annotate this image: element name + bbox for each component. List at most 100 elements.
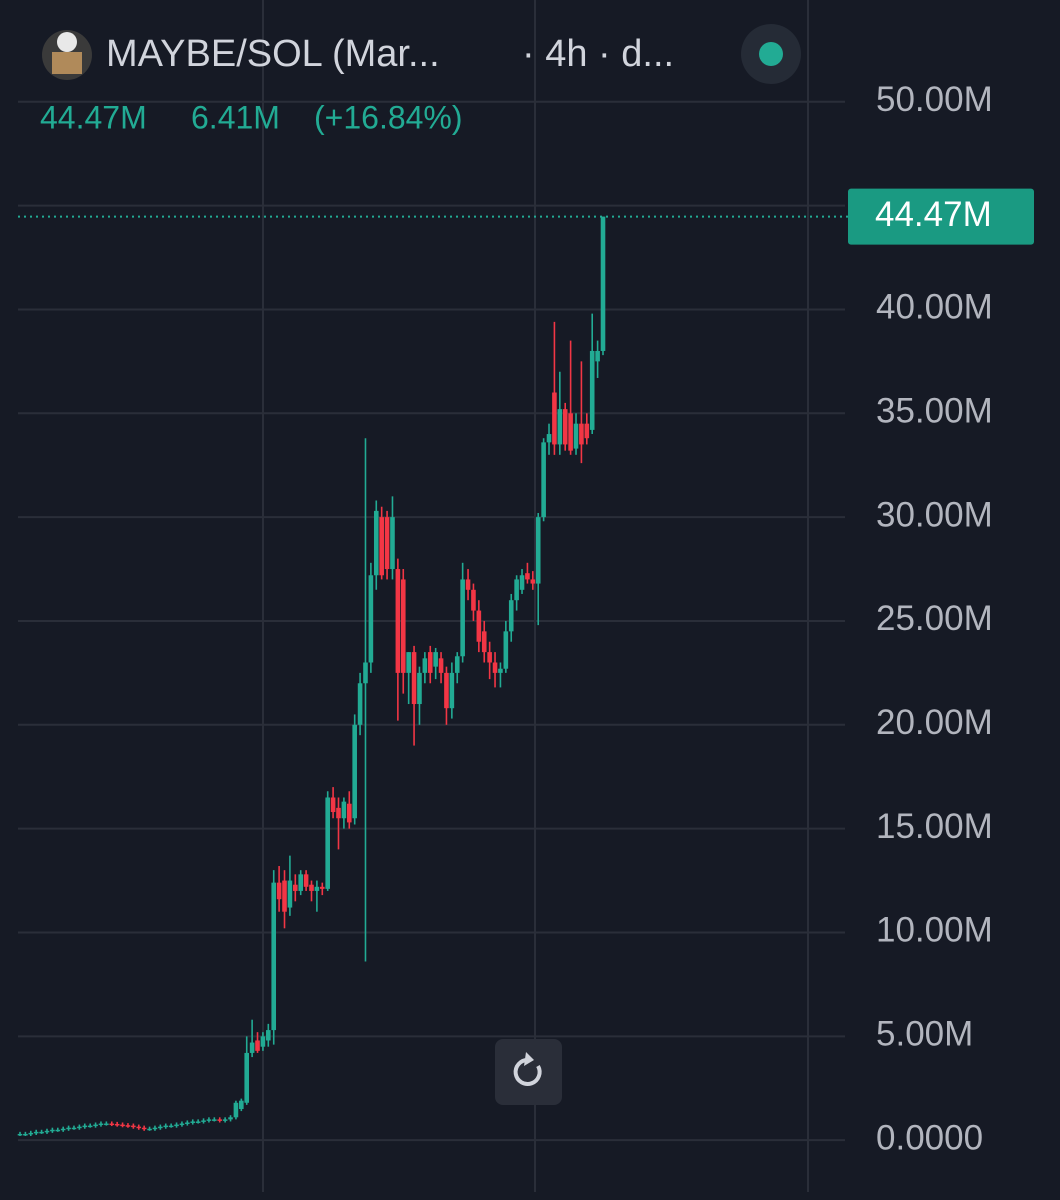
candle-body: [33, 1131, 39, 1134]
candle-body: [77, 1126, 82, 1129]
candle-body: [276, 882, 282, 900]
y-tick-label: 5.00M: [876, 1015, 973, 1054]
reset-button[interactable]: [495, 1039, 562, 1105]
candle-body: [417, 672, 422, 705]
candle-body: [546, 434, 552, 443]
grid: [18, 100, 845, 1142]
candle-body: [293, 884, 298, 891]
candles: [17, 216, 606, 1137]
status-dot: [759, 42, 783, 66]
candle-body: [492, 662, 498, 673]
candle-body: [282, 880, 287, 912]
candle-body: [384, 517, 390, 570]
candle-body: [460, 579, 465, 657]
candle-body: [125, 1125, 131, 1127]
candle-body: [346, 803, 352, 823]
candle-body: [368, 575, 374, 663]
candle-body: [562, 409, 568, 445]
candle-body: [309, 884, 314, 891]
candle-body: [525, 573, 530, 580]
candle-body: [71, 1127, 77, 1130]
candle-body: [266, 1030, 271, 1041]
candle-body: [498, 668, 503, 673]
candle-body: [239, 1100, 244, 1110]
y-tick-label: 50.00M: [876, 80, 993, 119]
reset-icon: [513, 1057, 542, 1086]
candle-body: [287, 880, 293, 908]
candle-body: [422, 658, 428, 673]
candle-body: [44, 1130, 50, 1133]
candle-body: [476, 610, 482, 642]
candle-body: [201, 1120, 206, 1122]
candle-body: [395, 569, 401, 673]
candle-body: [487, 652, 492, 663]
y-tick-label: 15.00M: [876, 807, 993, 846]
candle-body: [17, 1133, 23, 1136]
candle-body: [168, 1125, 174, 1128]
candle-body: [179, 1123, 185, 1126]
candle-body: [195, 1121, 201, 1123]
y-tick-label: 20.00M: [876, 703, 993, 742]
candle-body: [406, 652, 411, 673]
candle-body: [552, 392, 557, 445]
candle-body: [152, 1127, 158, 1130]
candle-body: [584, 423, 590, 439]
candle-body: [390, 517, 395, 570]
candle-body: [249, 1042, 255, 1053]
candle-body: [427, 652, 433, 673]
candle-body: [87, 1125, 93, 1128]
candle-body: [120, 1124, 125, 1127]
y-tick-label: 25.00M: [876, 599, 993, 638]
candle-body: [244, 1052, 250, 1103]
candle-body: [400, 579, 406, 673]
candle-body: [600, 216, 606, 351]
interval: · 4h · d...: [522, 33, 674, 75]
candle-body: [114, 1123, 120, 1126]
candle-body: [363, 662, 368, 684]
reset-arrow: [524, 1052, 534, 1066]
candle-body: [514, 579, 519, 601]
candle-body: [325, 797, 330, 889]
candle-body: [319, 886, 325, 889]
last-price-badge: [848, 188, 1034, 245]
candle-body: [433, 652, 438, 667]
candle-body: [341, 801, 347, 819]
y-tick-label: 40.00M: [876, 288, 993, 327]
stat-change: 6.41M: [191, 99, 280, 135]
candle-body: [60, 1128, 66, 1131]
candle-body: [541, 442, 546, 518]
candle-body: [109, 1123, 115, 1126]
candle-body: [228, 1117, 233, 1120]
candle-body: [557, 409, 563, 445]
candle-body: [233, 1102, 239, 1118]
candle-body: [481, 631, 487, 653]
candle-body: [190, 1121, 196, 1123]
y-tick-label: 0.0000: [876, 1118, 983, 1157]
candle-body: [39, 1131, 44, 1134]
candle-body: [519, 575, 525, 590]
y-tick-label: 30.00M: [876, 495, 993, 534]
candle-body: [82, 1125, 88, 1128]
candle-body: [535, 517, 541, 584]
symbol: MAYBE/SOL (Mar...: [106, 33, 440, 75]
candle-body: [471, 589, 476, 611]
candle-body: [357, 683, 363, 725]
y-tick-label: 35.00M: [876, 392, 993, 431]
avatar-cat: [57, 32, 77, 52]
candle-body: [185, 1122, 190, 1125]
candle-body: [23, 1133, 28, 1136]
candle-body: [163, 1125, 169, 1128]
y-tick-label: 10.00M: [876, 911, 993, 950]
candle-body: [444, 672, 449, 709]
candle-body: [573, 423, 579, 449]
candle-body: [136, 1126, 142, 1129]
candle-body: [174, 1124, 179, 1127]
candle-body: [98, 1123, 104, 1126]
candle-body: [465, 579, 471, 590]
candle-body: [595, 350, 600, 362]
candle-body: [303, 874, 309, 887]
candle-body: [93, 1124, 98, 1127]
stat-price: 44.47M: [40, 99, 147, 135]
candle-body: [579, 423, 584, 445]
